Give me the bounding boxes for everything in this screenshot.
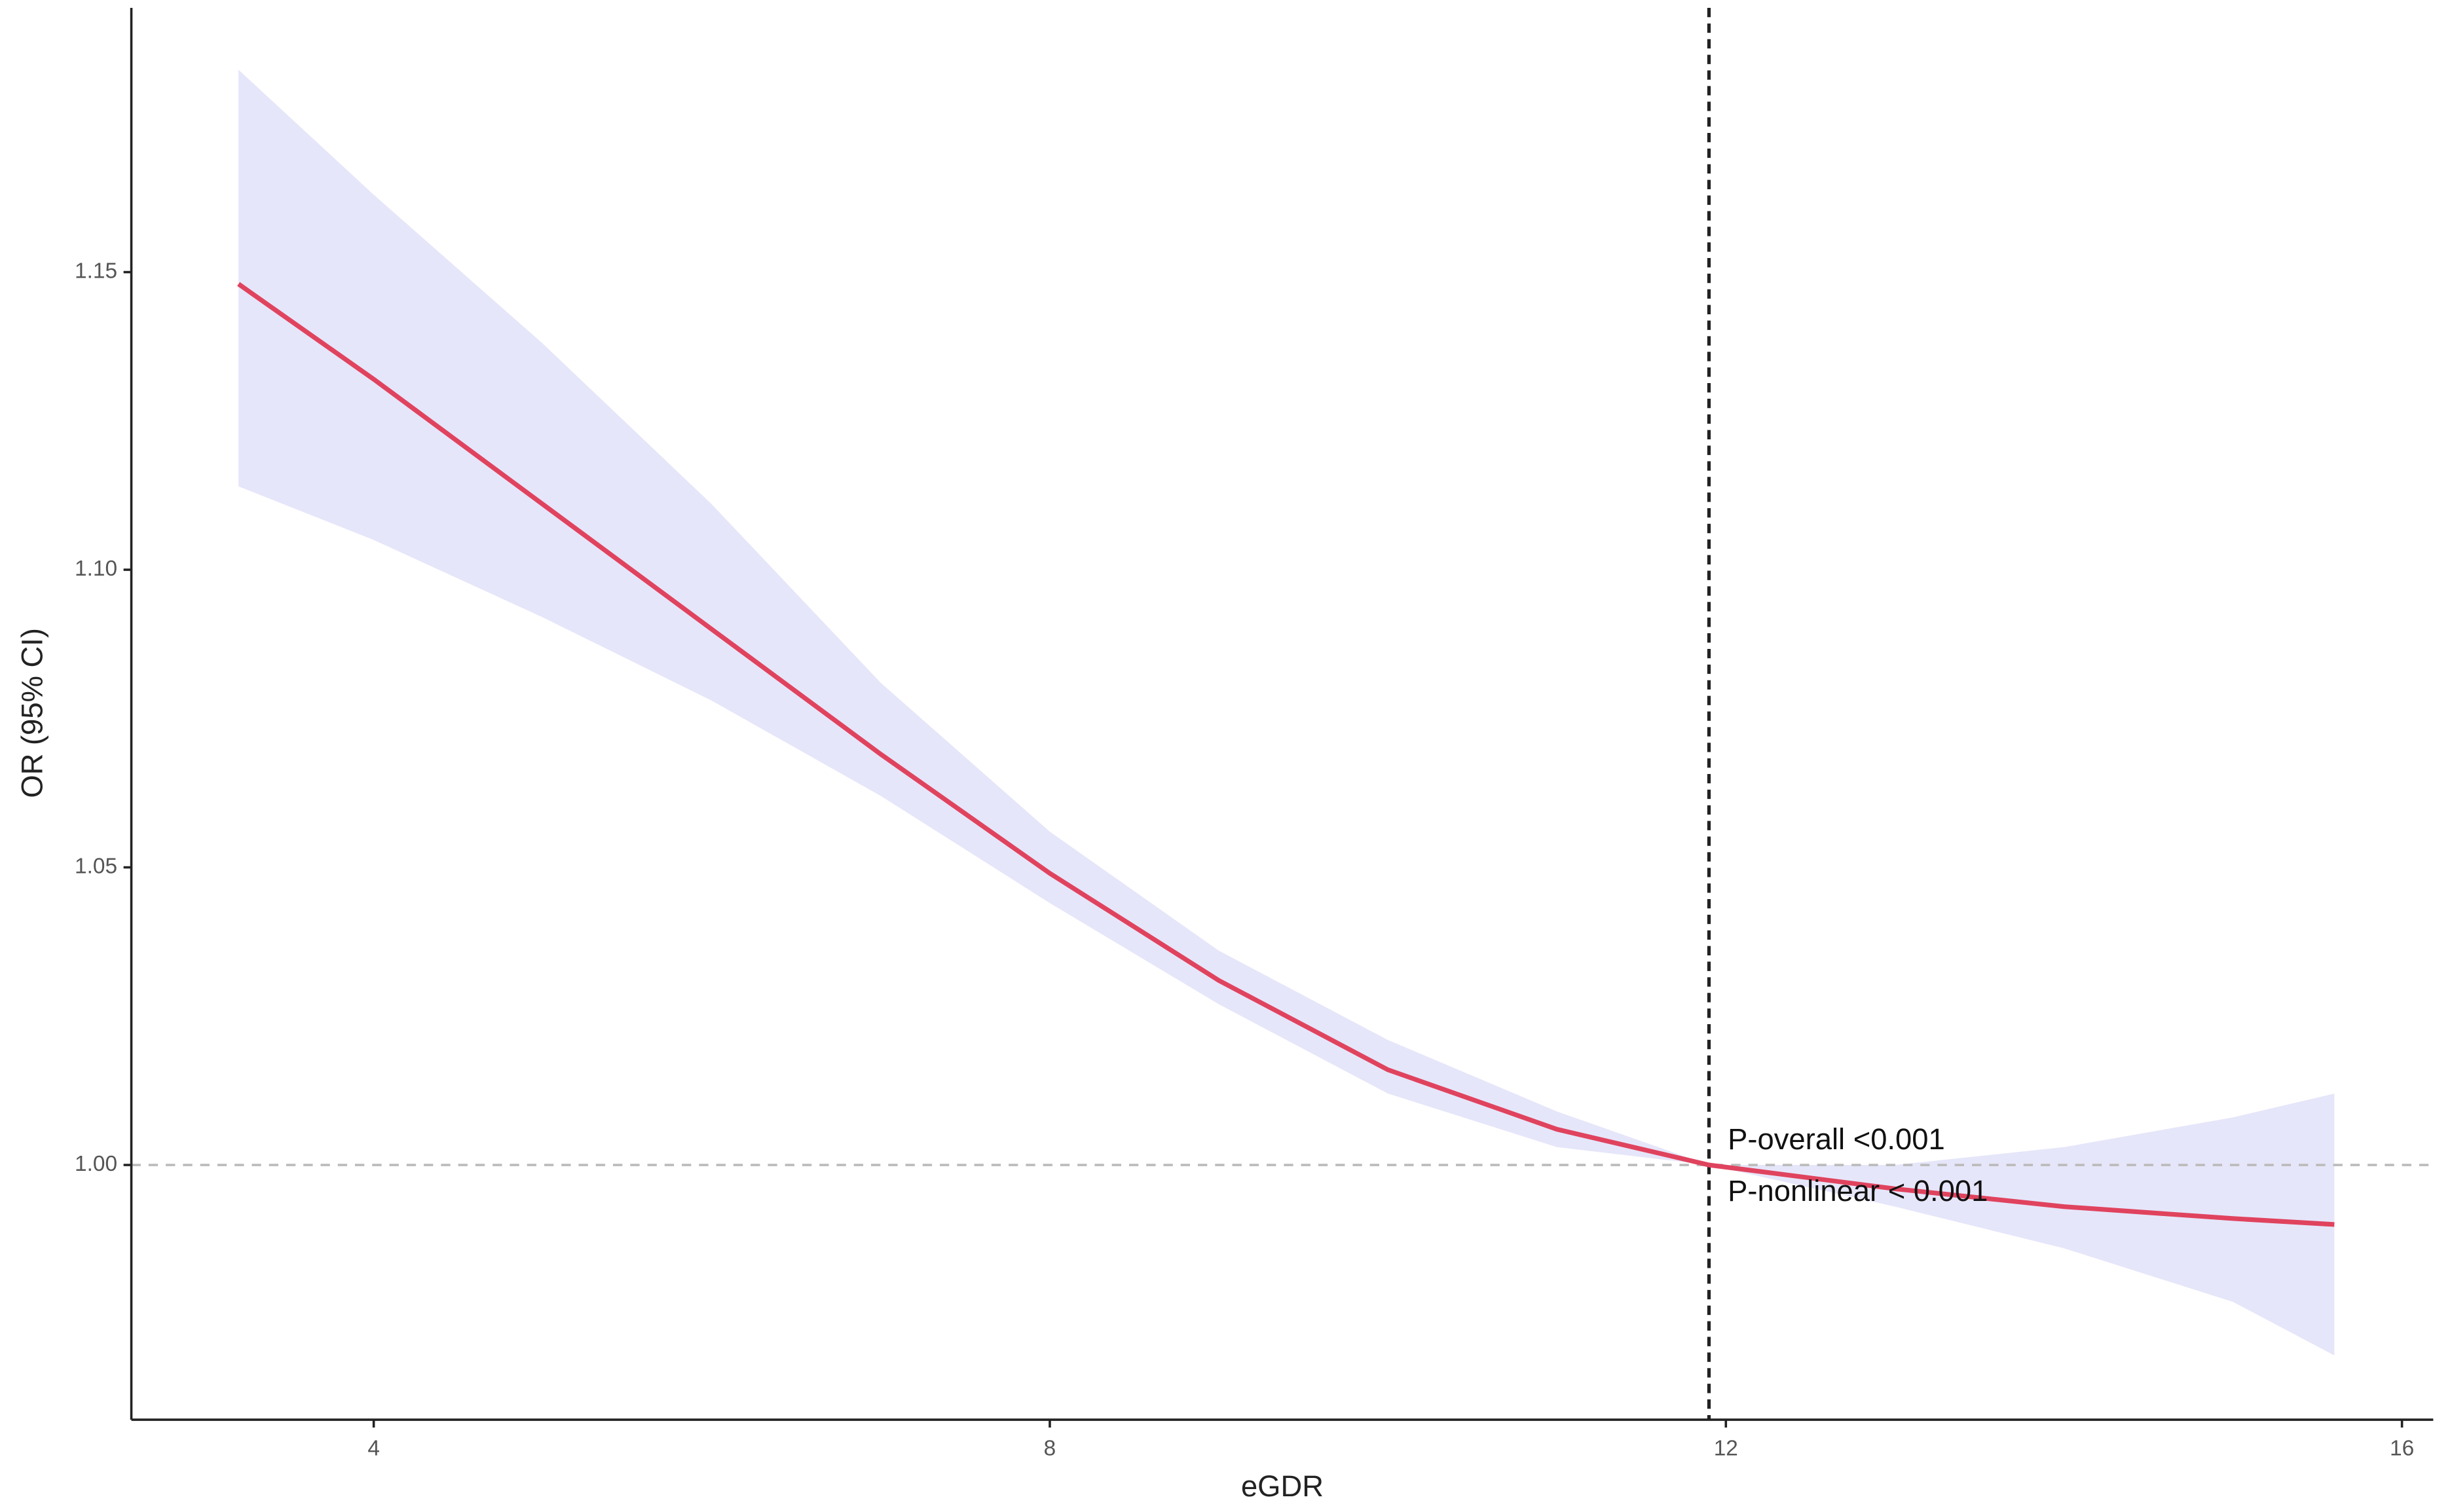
annotation: P-nonlinear < 0.001 <box>1728 1174 1988 1208</box>
y-axis-title: OR (95% CI) <box>16 628 49 798</box>
y-tick-label: 1.00 <box>75 1152 117 1176</box>
x-axis-title: eGDR <box>1241 1469 1324 1503</box>
annotation: P-overall <0.001 <box>1728 1122 1945 1156</box>
y-tick-label: 1.10 <box>75 557 117 581</box>
x-tick-label: 4 <box>367 1436 380 1460</box>
x-tick-label: 16 <box>2390 1436 2414 1460</box>
confidence-band <box>238 69 2335 1355</box>
x-tick-label: 12 <box>1714 1436 1738 1460</box>
x-tick-label: 8 <box>1044 1436 1056 1460</box>
y-tick-label: 1.05 <box>75 854 117 878</box>
line <box>237 282 2335 1227</box>
y-tick-label: 1.15 <box>75 259 117 283</box>
